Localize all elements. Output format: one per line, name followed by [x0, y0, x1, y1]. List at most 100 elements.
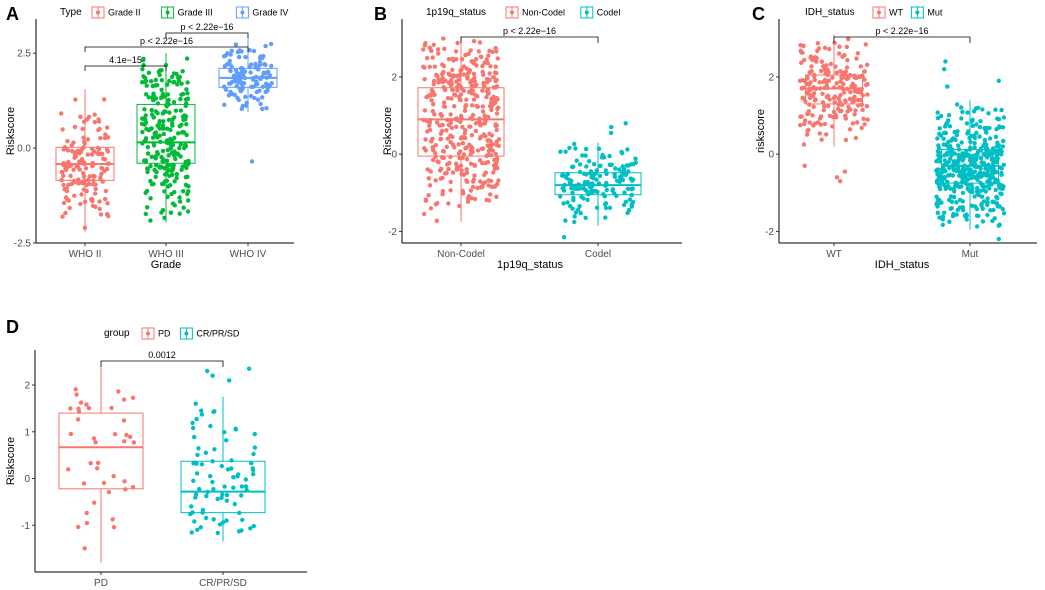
data-point	[439, 77, 445, 82]
data-point	[493, 184, 498, 189]
data-point	[462, 131, 468, 136]
data-point	[425, 55, 430, 61]
data-point	[95, 460, 101, 466]
data-point	[860, 107, 865, 113]
data-point	[186, 189, 191, 194]
data-point	[446, 57, 452, 62]
data-point	[475, 148, 481, 153]
data-point	[991, 167, 996, 172]
data-point	[946, 139, 951, 145]
data-point	[942, 158, 947, 163]
legend-key-point	[146, 331, 150, 336]
data-point	[422, 211, 427, 217]
data-point	[204, 493, 209, 499]
data-point	[460, 124, 465, 130]
data-point	[996, 223, 1001, 228]
data-point	[805, 132, 810, 137]
data-point	[168, 136, 173, 142]
data-point	[170, 172, 175, 177]
data-point	[267, 73, 273, 78]
data-point	[468, 80, 473, 85]
data-point	[203, 450, 209, 455]
x-tick-label: Non-Codel	[437, 249, 485, 260]
data-point	[426, 176, 431, 181]
data-point	[984, 125, 989, 131]
data-point	[233, 427, 239, 432]
data-point	[487, 71, 492, 76]
data-point	[423, 41, 428, 46]
data-point	[493, 122, 498, 128]
data-point	[84, 520, 90, 526]
data-point	[240, 517, 245, 523]
data-point	[862, 77, 867, 82]
data-point	[455, 88, 460, 93]
data-point	[1000, 125, 1006, 130]
data-point	[98, 136, 103, 141]
data-point	[103, 196, 108, 202]
data-point	[604, 180, 609, 186]
data-point	[448, 133, 453, 138]
data-point	[996, 236, 1001, 242]
data-point	[229, 458, 234, 463]
data-point	[583, 146, 589, 152]
data-point	[1001, 115, 1007, 120]
data-point	[935, 136, 940, 141]
data-point	[957, 184, 962, 190]
data-point	[231, 475, 236, 480]
data-point	[473, 128, 479, 134]
data-point	[73, 387, 78, 392]
data-point	[810, 113, 815, 118]
data-point	[177, 195, 182, 200]
data-point	[67, 205, 72, 211]
data-point	[994, 153, 1000, 158]
data-point	[253, 61, 258, 67]
data-point	[84, 117, 90, 122]
data-point	[229, 466, 234, 471]
data-point	[432, 112, 437, 117]
y-tick-label: 2	[768, 72, 774, 83]
group-who-iii	[136, 53, 196, 223]
data-point	[807, 70, 812, 75]
data-point	[491, 94, 496, 100]
data-point	[162, 215, 167, 220]
data-point	[488, 100, 494, 106]
data-point	[609, 162, 614, 167]
data-point	[105, 125, 110, 130]
data-point	[568, 203, 573, 209]
data-point	[846, 36, 851, 42]
data-point	[165, 92, 171, 97]
data-point	[489, 107, 494, 113]
data-point	[423, 137, 428, 142]
data-point	[439, 128, 445, 134]
data-point	[493, 78, 498, 84]
data-point	[954, 168, 959, 174]
data-point	[1001, 138, 1006, 144]
group-mut	[934, 59, 1007, 242]
data-point	[142, 158, 147, 163]
data-point	[808, 55, 813, 60]
data-point	[993, 107, 998, 112]
legend-key-point	[184, 331, 189, 336]
data-point	[577, 169, 583, 175]
data-point	[166, 153, 171, 158]
data-point	[161, 131, 166, 137]
data-point	[817, 131, 822, 136]
data-point	[165, 184, 171, 189]
data-point	[939, 178, 944, 183]
data-point	[834, 70, 840, 75]
data-point	[68, 431, 74, 437]
data-point	[148, 218, 153, 223]
data-point	[480, 184, 485, 190]
data-point	[999, 170, 1004, 176]
data-point	[426, 193, 431, 198]
data-point	[145, 205, 150, 210]
data-point	[968, 139, 973, 145]
data-point	[158, 95, 164, 101]
data-point	[471, 71, 477, 77]
data-point	[480, 146, 486, 151]
y-tick-label: 2.5	[17, 49, 31, 60]
data-point	[224, 492, 230, 498]
data-point	[822, 45, 828, 50]
data-point	[814, 56, 819, 62]
